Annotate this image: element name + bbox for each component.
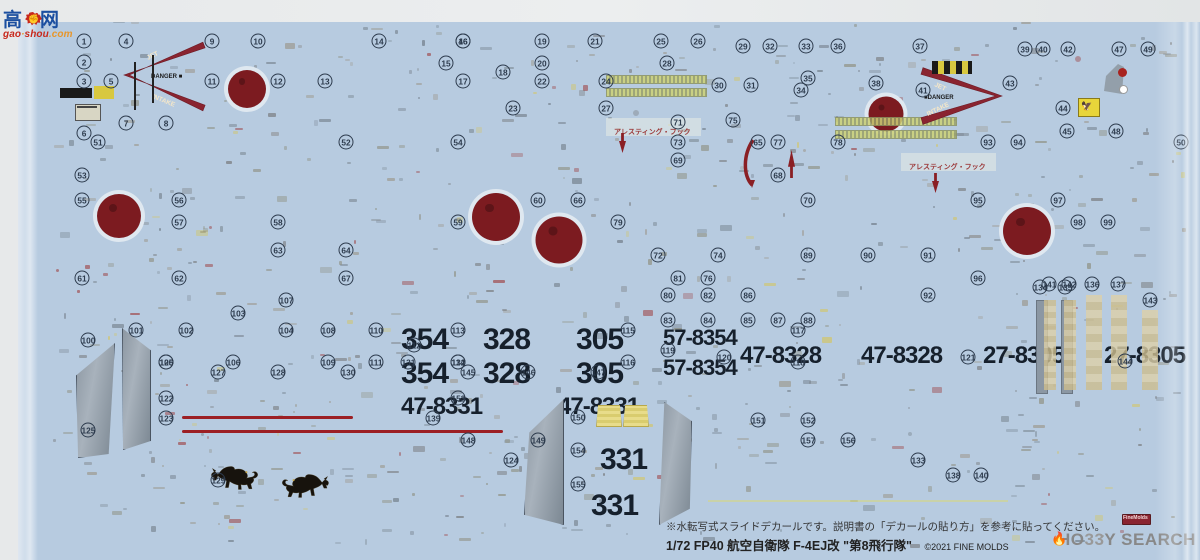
svg-text:DANGER ■: DANGER ■ xyxy=(151,74,183,80)
svg-text:■DANGER: ■DANGER xyxy=(924,95,954,101)
svg-text:JET: JET xyxy=(933,81,947,92)
